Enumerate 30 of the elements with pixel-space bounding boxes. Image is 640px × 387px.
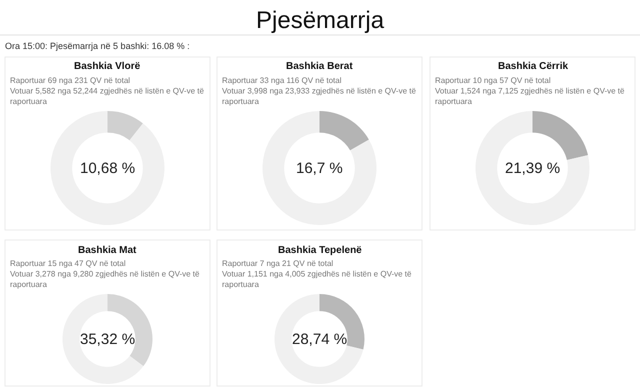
text: 35,32 % (80, 331, 136, 348)
chart-title: Bashkia Mat (78, 245, 138, 256)
chart-title: Bashkia Vlorë (74, 61, 141, 72)
donut-slice (532, 111, 588, 160)
donut-slice (320, 111, 369, 150)
chart-subtitle: Raportuar 7 nga 21 QV në total (222, 259, 334, 268)
chart-subtitle: Raportuar 15 nga 47 QV në total (10, 259, 126, 268)
text: Votuar 5,582 nga 52,244 zgjedhës në listën e QV-ve të raportuara (10, 86, 204, 106)
text: Pjesëmarrja (256, 7, 385, 34)
chart-subtitle: Raportuar 10 nga 57 QV në total (435, 76, 551, 85)
text: 28,74 % (292, 331, 348, 348)
chart-title: Bashkia Berat (286, 61, 354, 72)
donut-slice (62, 294, 144, 384)
text: 16,7 % (296, 160, 343, 177)
text: Votuar 3,278 nga 9,280 zgjedhës në listën e QV-ve të raportuara (10, 269, 200, 289)
chart-subtitle: Raportuar 33 nga 116 QV në total (222, 76, 342, 85)
donut-slice (50, 111, 164, 225)
text: 10,68 % (80, 160, 136, 177)
text: Votuar 1,524 nga 7,125 zgjedhës në listën e QV-ve të raportuara (435, 86, 626, 106)
donut-slice (262, 111, 376, 225)
donut-slice (476, 111, 590, 225)
text: Votuar 3,998 nga 23,933 zgjedhës në listën e QV-ve të raportuara (222, 86, 416, 106)
donut-slice (274, 294, 364, 384)
text: 21,39 % (505, 160, 560, 177)
chart-title: Bashkia Tepelenë (278, 245, 362, 256)
text: Votuar 1,151 nga 4,005 zgjedhës në listën e QV-ve të raportuara (222, 269, 412, 289)
chart-title: Bashkia Cërrik (498, 61, 568, 72)
donut-slice (108, 111, 143, 140)
chart-subtitle: Raportuar 69 nga 231 QV në total (10, 76, 130, 85)
text: Ora 15:00: Pjesëmarrja në 5 bashki: 16.08 % : (5, 41, 190, 51)
